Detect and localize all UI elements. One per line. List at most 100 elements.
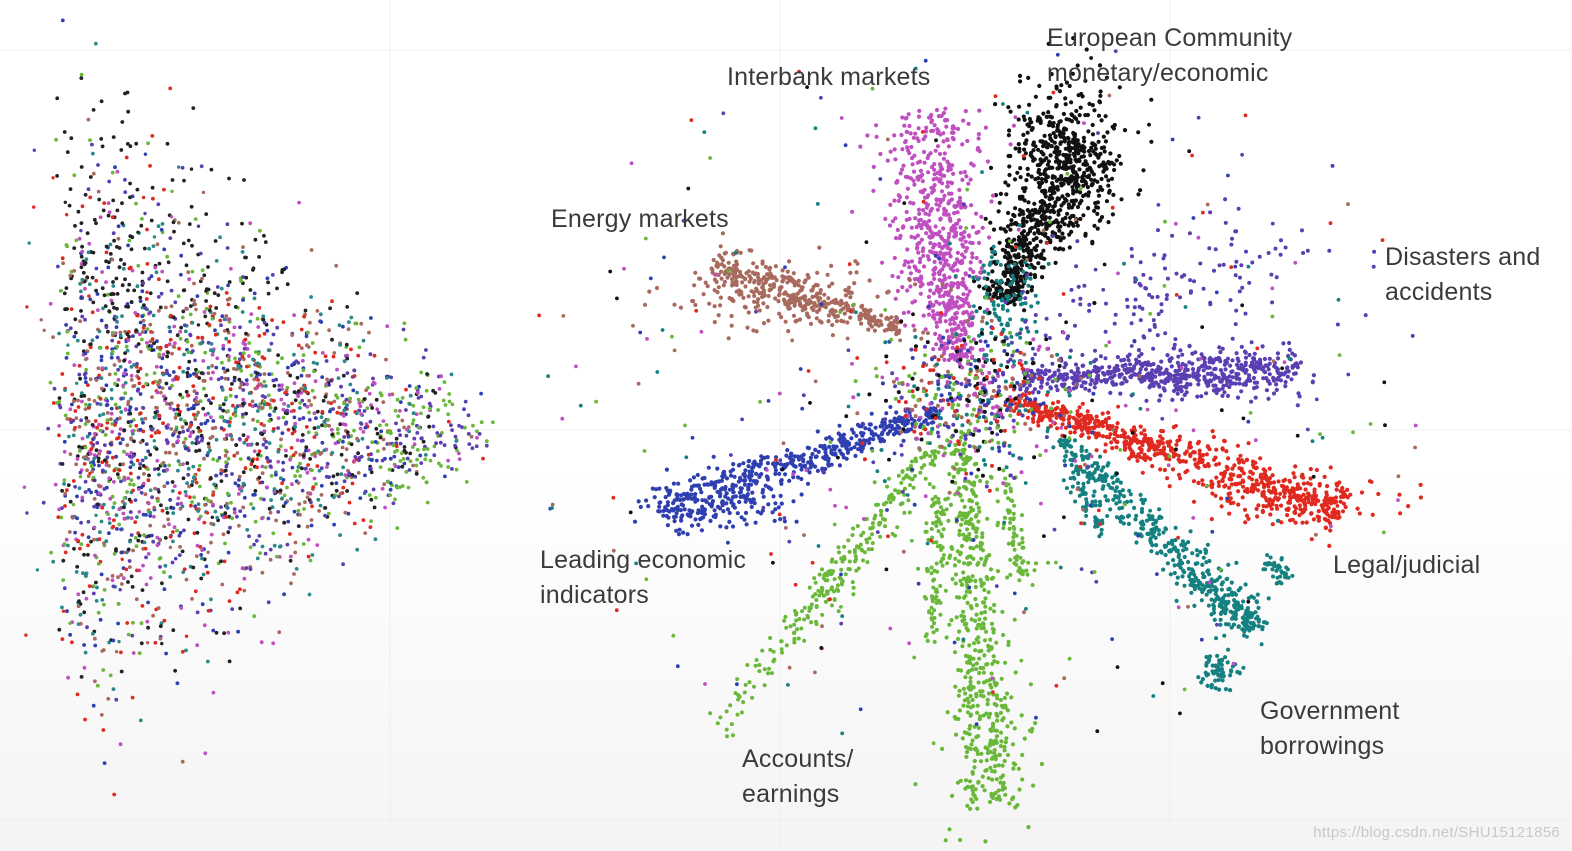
data-point	[142, 246, 147, 251]
data-point	[279, 397, 284, 402]
data-point	[396, 465, 401, 469]
data-point	[1022, 147, 1027, 152]
data-point	[884, 316, 889, 321]
data-point	[79, 394, 84, 398]
data-point	[919, 237, 925, 242]
data-point	[62, 542, 67, 546]
data-point	[65, 213, 69, 217]
data-point	[709, 266, 714, 271]
data-point	[830, 322, 835, 328]
data-point	[197, 517, 201, 521]
data-point	[447, 392, 452, 396]
data-point	[175, 502, 180, 506]
data-point	[1239, 344, 1244, 349]
data-point	[157, 309, 161, 313]
data-point	[64, 537, 69, 542]
data-point	[1016, 117, 1021, 122]
data-point	[970, 251, 975, 256]
data-point	[203, 412, 208, 417]
data-point	[1041, 111, 1046, 116]
data-point	[215, 285, 220, 289]
data-point	[209, 540, 213, 545]
data-point	[1055, 224, 1061, 229]
data-point	[152, 235, 157, 239]
data-point	[342, 401, 346, 406]
data-point	[185, 371, 190, 375]
data-point	[327, 423, 331, 428]
data-point	[134, 365, 139, 369]
data-point	[92, 399, 97, 403]
data-point	[734, 279, 739, 284]
data-point	[146, 478, 151, 483]
data-point	[1026, 172, 1031, 177]
data-point	[135, 362, 139, 366]
data-point	[177, 346, 182, 351]
data-point	[431, 424, 436, 429]
data-point	[72, 334, 77, 339]
data-point	[1082, 145, 1087, 150]
data-point	[958, 304, 963, 309]
data-point	[158, 378, 162, 383]
data-point	[275, 325, 280, 330]
data-point	[1050, 124, 1056, 129]
data-point	[825, 272, 830, 277]
data-point	[921, 208, 926, 213]
data-point	[330, 337, 334, 342]
data-point	[109, 355, 114, 360]
data-point	[124, 550, 129, 555]
data-point	[477, 432, 482, 436]
data-point	[79, 261, 84, 266]
data-point	[116, 340, 121, 345]
data-point	[211, 690, 216, 695]
data-point	[304, 448, 308, 453]
data-point	[171, 628, 176, 633]
data-point	[425, 372, 429, 376]
data-point	[215, 458, 220, 463]
data-point	[74, 238, 79, 243]
data-point	[335, 367, 339, 372]
data-point	[890, 273, 895, 279]
data-point	[1025, 214, 1030, 219]
data-point	[86, 543, 90, 548]
data-point	[908, 176, 914, 181]
data-point	[905, 247, 910, 252]
data-point	[49, 550, 53, 555]
data-point	[395, 485, 400, 490]
data-point	[149, 434, 154, 439]
data-point	[345, 430, 350, 435]
data-point	[298, 406, 302, 410]
data-point	[310, 388, 315, 393]
data-point	[209, 401, 213, 405]
data-point	[27, 241, 31, 245]
data-point	[91, 171, 96, 176]
data-point	[267, 419, 272, 423]
data-point	[991, 193, 996, 198]
data-point	[320, 351, 325, 355]
data-point	[107, 210, 112, 215]
data-point	[288, 457, 292, 462]
data-point	[400, 484, 405, 488]
data-point	[408, 402, 412, 406]
data-point	[207, 445, 211, 449]
data-point	[73, 425, 77, 430]
data-point	[295, 438, 300, 443]
data-point	[931, 272, 936, 277]
data-point	[309, 295, 313, 299]
data-point	[185, 403, 190, 407]
data-point	[337, 323, 342, 328]
data-point	[197, 448, 202, 453]
data-point	[75, 338, 80, 343]
data-point	[177, 165, 181, 169]
data-point	[803, 278, 808, 283]
data-point	[412, 442, 417, 447]
data-point	[128, 144, 133, 149]
data-point	[203, 503, 207, 507]
data-point	[954, 339, 959, 344]
data-point	[95, 292, 100, 296]
data-point	[61, 261, 65, 266]
data-point	[140, 588, 145, 592]
data-point	[421, 405, 426, 409]
data-point	[120, 283, 125, 288]
data-point	[766, 318, 771, 323]
data-point	[1048, 114, 1053, 119]
